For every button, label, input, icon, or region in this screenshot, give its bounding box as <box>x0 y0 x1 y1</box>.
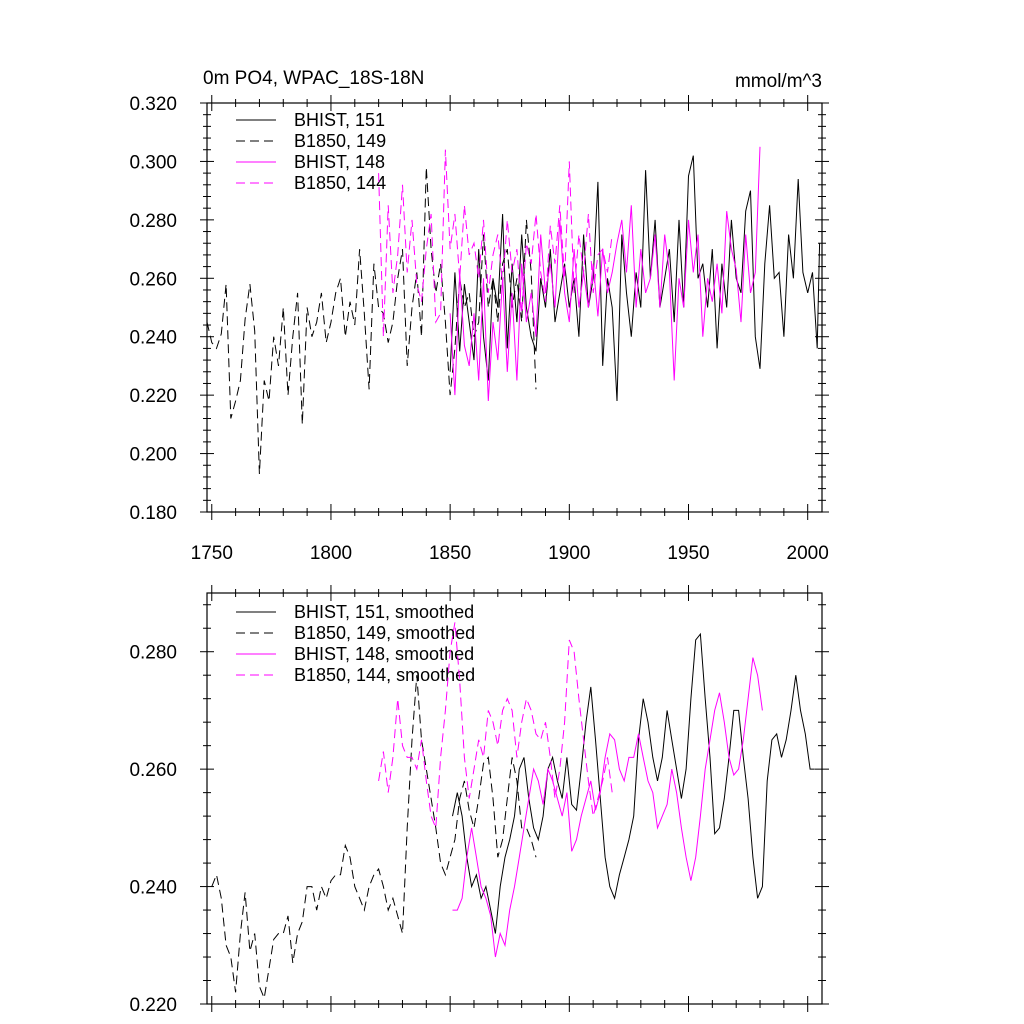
legend-label: B1850, 149 <box>294 131 386 151</box>
y-tick-label: 0.200 <box>129 445 177 466</box>
y-tick-label: 0.180 <box>129 503 177 524</box>
x-tick-label: 1800 <box>310 543 352 564</box>
legend-label: BHIST, 148, smoothed <box>294 644 474 664</box>
legend-label: B1850, 149, smoothed <box>294 623 475 643</box>
series-line-0 <box>449 155 821 402</box>
series-line-1 <box>206 167 537 475</box>
series-line-2 <box>452 657 763 958</box>
chart-panel-0: 0.180 0.200 0.220 0.240 0.260 0.280 0.300 0.320… <box>129 94 829 564</box>
series-line-1 <box>211 675 537 1000</box>
top-chart-title: 0m PO4, WPAC_18S-18N <box>203 68 424 89</box>
y-tick-label: 0.240 <box>129 328 177 349</box>
legend-label: B1850, 144 <box>294 173 386 193</box>
legend-label: B1850, 144, smoothed <box>294 665 475 685</box>
top-chart-units: mmol/m^3 <box>735 71 822 92</box>
y-tick-label: 0.280 <box>129 211 177 232</box>
series-line-0 <box>452 632 815 934</box>
y-tick-label: 0.300 <box>129 152 177 173</box>
legend-label: BHIST, 148 <box>294 152 385 172</box>
x-tick-label: 1750 <box>191 543 233 564</box>
y-tick-label: 0.320 <box>129 94 177 115</box>
plot-frame <box>206 592 823 1005</box>
x-tick-label: 1850 <box>429 543 471 564</box>
series-line-3 <box>378 149 613 337</box>
plot-frame <box>206 102 823 513</box>
x-tick-label: 2000 <box>787 543 829 564</box>
chart-panel-1: 0.220 0.240 0.260 0.280 <box>129 585 829 1016</box>
y-tick-label: 0.240 <box>129 878 177 899</box>
series-line-2 <box>449 146 761 402</box>
x-tick-label: 1900 <box>548 543 590 564</box>
legend-label: BHIST, 151 <box>294 110 385 130</box>
y-tick-label: 0.220 <box>129 386 177 407</box>
y-tick-label: 0.260 <box>129 269 177 290</box>
y-tick-label: 0.280 <box>129 643 177 664</box>
x-tick-label: 1950 <box>667 543 709 564</box>
y-tick-label: 0.260 <box>129 760 177 781</box>
y-tick-label: 0.220 <box>129 995 177 1016</box>
legend-label: BHIST, 151, smoothed <box>294 602 474 622</box>
